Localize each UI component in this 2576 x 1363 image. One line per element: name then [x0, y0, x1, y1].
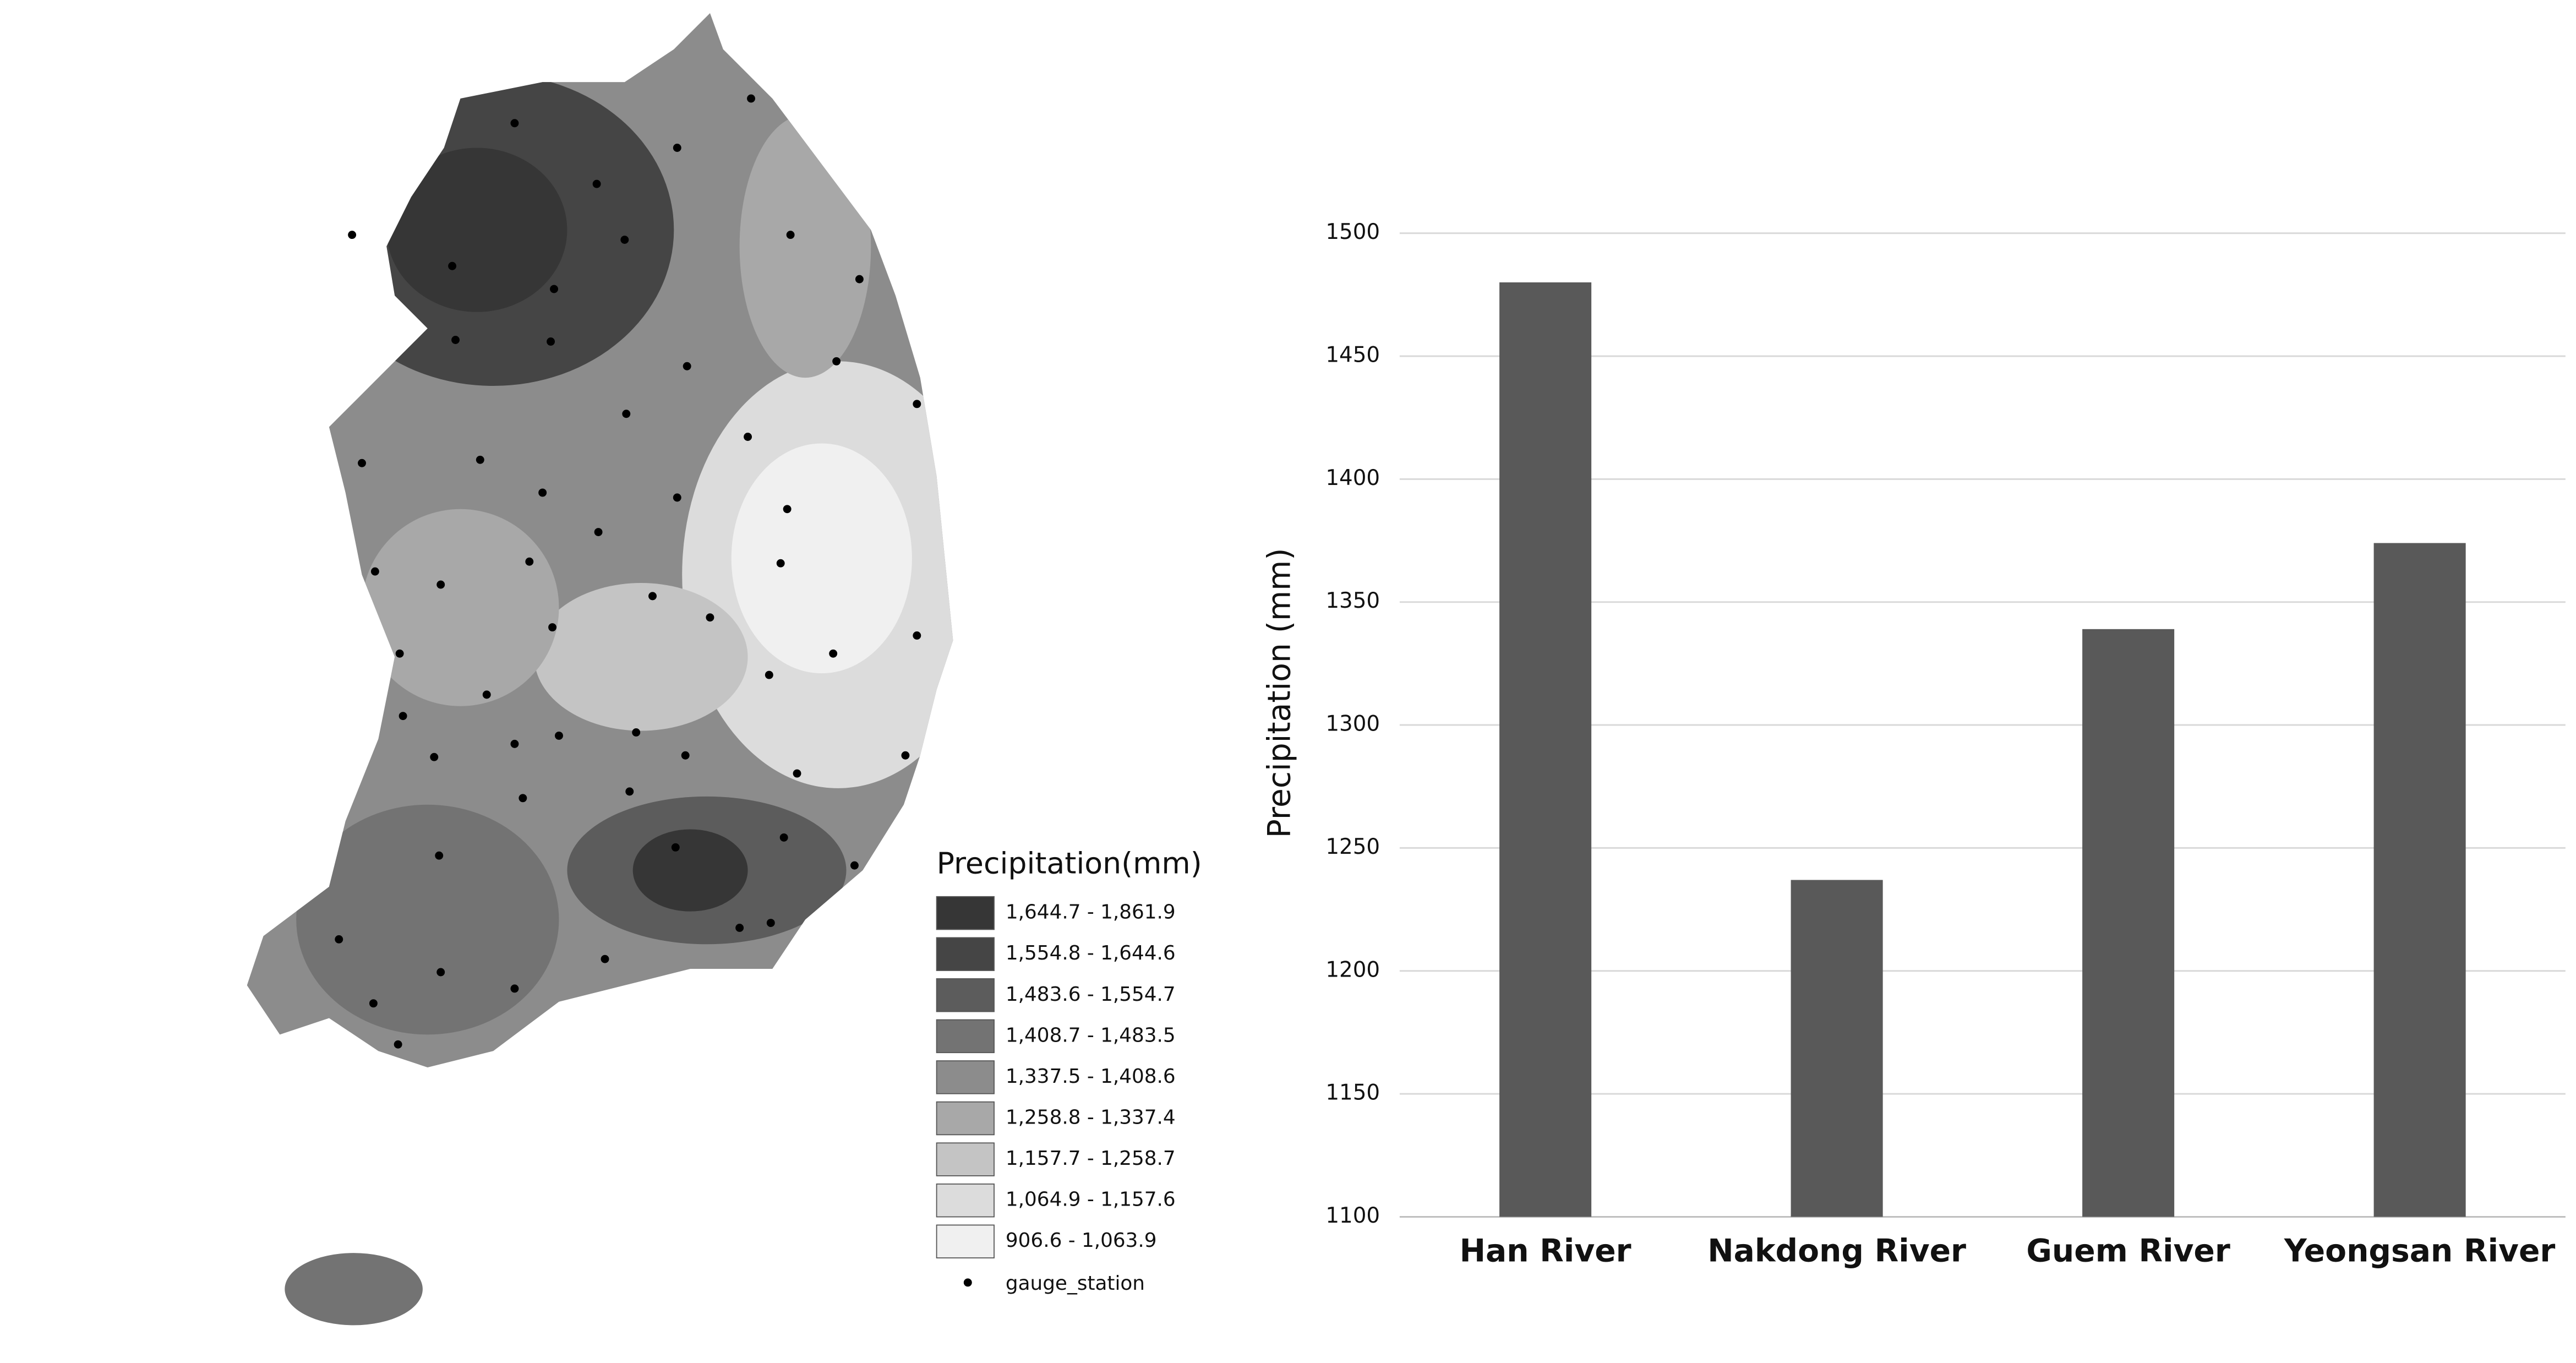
y-tick-label: 1300	[1325, 712, 1380, 737]
legend: 1,644.7 - 1,861.9 1,554.8 - 1,644.6 1,483.…	[936, 896, 1176, 1295]
y-tick-label: 1200	[1325, 957, 1380, 982]
legend-swatch	[936, 896, 995, 930]
x-tick-label: Yeongsan River	[2284, 1233, 2555, 1269]
y-tick-label: 1500	[1325, 220, 1380, 244]
legend-label: gauge_station	[1006, 1272, 1145, 1295]
y-tick-label: 1450	[1325, 342, 1380, 367]
y-tick-label: 1250	[1325, 835, 1380, 859]
legend-label: 1,258.8 - 1,337.4	[1006, 1106, 1176, 1129]
x-tick-label: Han River	[1460, 1233, 1631, 1269]
legend-swatch	[936, 1060, 995, 1094]
legend-label: 1,554.8 - 1,644.6	[1006, 942, 1176, 964]
x-tick-label: Nakdong River	[1707, 1233, 1966, 1269]
legend-title: Precipitation(mm)	[937, 846, 1202, 881]
bar-chart: Precipitation (mm) 1100 1150 1200 1250 1300 1…	[1262, 220, 2566, 1269]
legend-label: 1,337.5 - 1,408.6	[1006, 1065, 1176, 1088]
bar	[2373, 543, 2466, 1217]
legend-label: 1,408.7 - 1,483.5	[1006, 1024, 1176, 1046]
legend-label: 1,483.6 - 1,554.7	[1006, 983, 1176, 1006]
legend-swatch	[936, 978, 995, 1012]
legend-swatch	[936, 1224, 995, 1258]
legend-swatch	[936, 937, 995, 971]
map-land	[247, 13, 953, 1068]
legend-swatch	[936, 1142, 995, 1176]
legend-label: 906.6 - 1,063.9	[1006, 1229, 1157, 1252]
legend-label: 1,064.9 - 1,157.6	[1006, 1188, 1176, 1211]
legend-point	[963, 1278, 972, 1287]
legend-label: 1,644.7 - 1,861.9	[1006, 901, 1176, 924]
legend-label: 1,157.7 - 1,258.7	[1006, 1147, 1176, 1170]
y-axis-label: Precipitation (mm)	[1262, 548, 1298, 838]
map: Precipitation(mm) 1,644.7 - 1,861.9 1,554…	[247, 13, 1202, 1326]
bar	[2082, 629, 2175, 1217]
legend-swatch	[936, 1101, 995, 1136]
y-tick-label: 1150	[1325, 1081, 1380, 1105]
x-tick-label: Guem River	[2026, 1233, 2230, 1269]
y-tick-label: 1100	[1325, 1203, 1380, 1228]
jeju-island	[285, 1253, 423, 1326]
y-tick-label: 1350	[1325, 588, 1380, 613]
gauge-stations	[335, 94, 921, 1049]
legend-swatch	[936, 1183, 995, 1218]
bar	[1499, 282, 1592, 1217]
legend-swatch	[936, 1019, 995, 1054]
bar	[1791, 880, 1883, 1217]
y-tick-label: 1400	[1325, 466, 1380, 490]
